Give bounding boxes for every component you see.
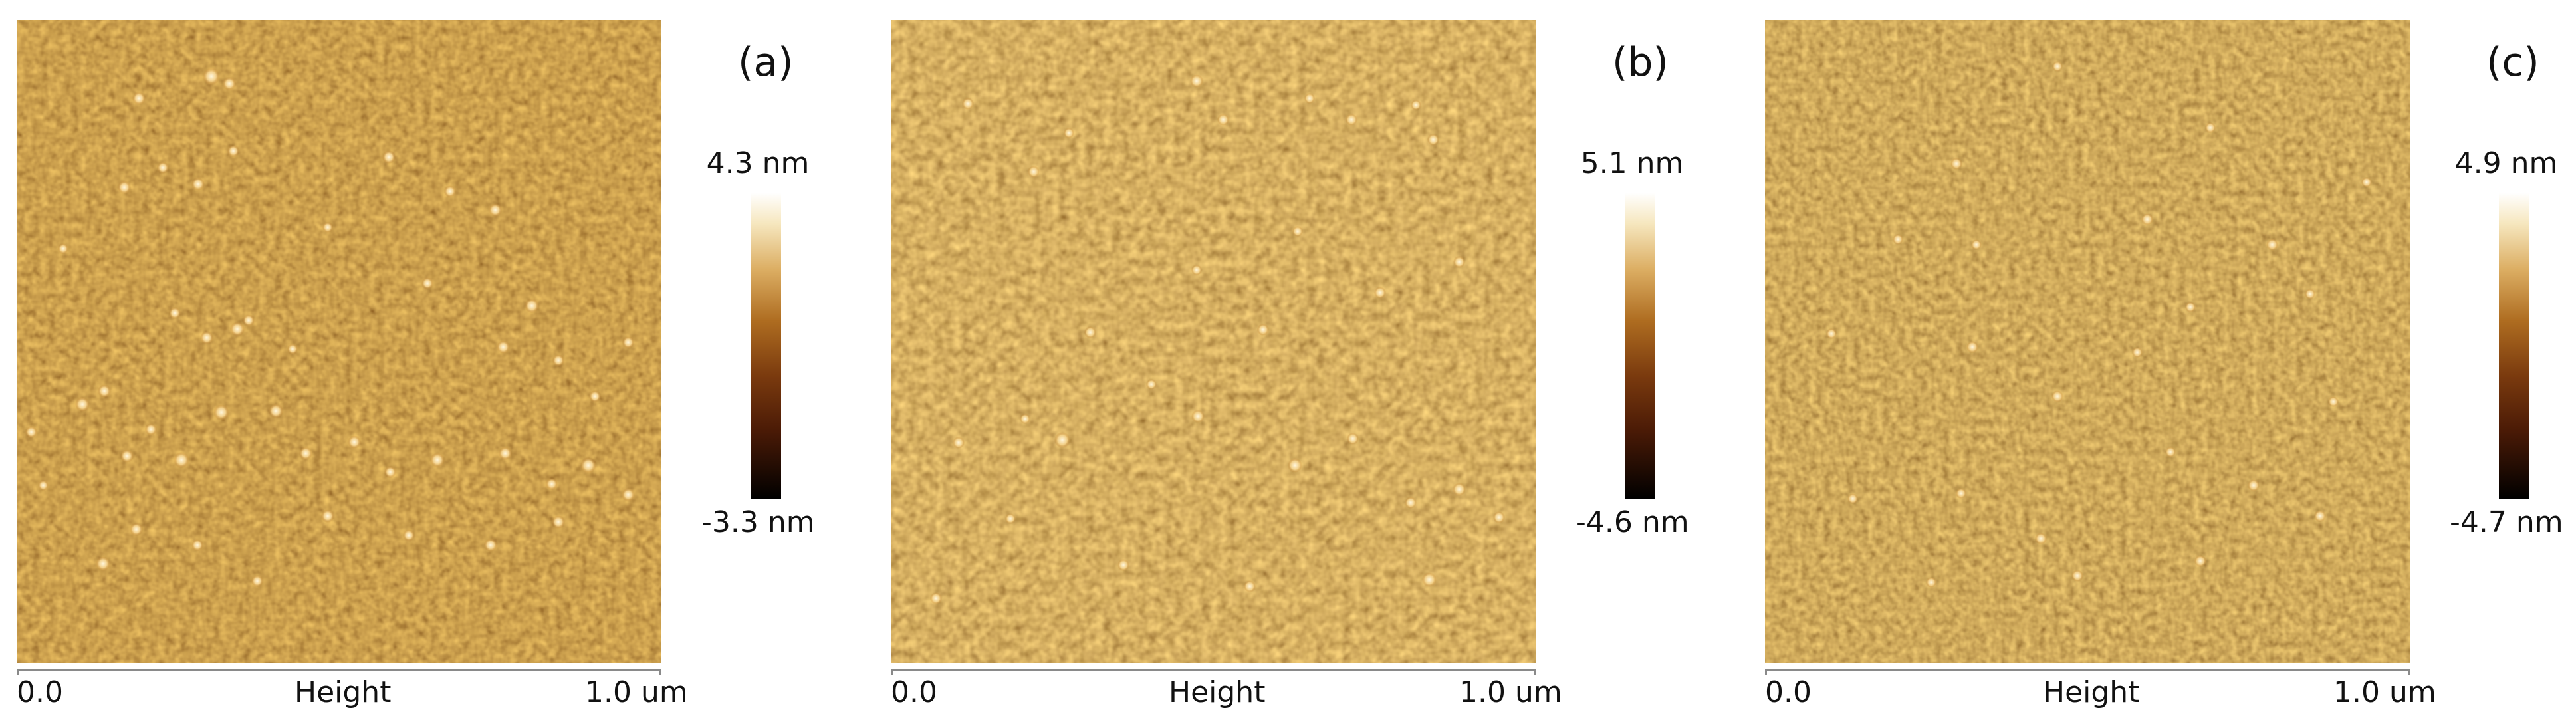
height-colorbar-c [2499, 193, 2529, 499]
panel-label-b: (b) [1612, 39, 1669, 86]
scale-min-a: -3.3 nm [701, 505, 815, 539]
panel-label-a: (a) [738, 39, 794, 86]
axis-start-label-c: 0.0 [1765, 675, 1812, 709]
x-axis-tick-start-a [17, 669, 19, 675]
height-colorbar-a [751, 193, 781, 499]
axis-title-c: Height [2043, 675, 2140, 709]
x-axis-tick-start-b [891, 669, 893, 675]
afm-panel-a: 0.0 Height 1.0 um (a) 4.3 nm -3.3 nm [0, 0, 864, 722]
x-axis-tick-end-a [659, 669, 661, 675]
height-colorbar-b [1625, 193, 1655, 499]
afm-panel-c: 0.0 Height 1.0 um (c) 4.9 nm -4.7 nm [1748, 0, 2576, 722]
x-axis-tick-end-b [1534, 669, 1536, 675]
axis-start-label-a: 0.0 [17, 675, 63, 709]
axis-title-b: Height [1169, 675, 1266, 709]
axis-end-label-a: 1.0 um [585, 675, 688, 709]
x-axis-line-a [17, 669, 661, 671]
panel-label-c: (c) [2486, 39, 2539, 86]
scale-max-b: 5.1 nm [1580, 146, 1684, 180]
x-axis-tick-start-c [1765, 669, 1767, 675]
scale-max-a: 4.3 nm [706, 146, 810, 180]
scale-min-c: -4.7 nm [2450, 505, 2563, 539]
x-axis-line-b [891, 669, 1536, 671]
axis-title-a: Height [294, 675, 392, 709]
afm-panel-b: 0.0 Height 1.0 um (b) 5.1 nm -4.6 nm [874, 0, 1738, 722]
scale-min-b: -4.6 nm [1576, 505, 1689, 539]
afm-height-image-c [1765, 20, 2410, 663]
x-axis-tick-end-c [2408, 669, 2410, 675]
axis-start-label-b: 0.0 [891, 675, 937, 709]
axis-end-label-c: 1.0 um [2333, 675, 2436, 709]
afm-height-image-a [17, 20, 661, 663]
scale-max-c: 4.9 nm [2454, 146, 2558, 180]
axis-end-label-b: 1.0 um [1459, 675, 1562, 709]
x-axis-line-c [1765, 669, 2410, 671]
afm-height-image-b [891, 20, 1536, 663]
